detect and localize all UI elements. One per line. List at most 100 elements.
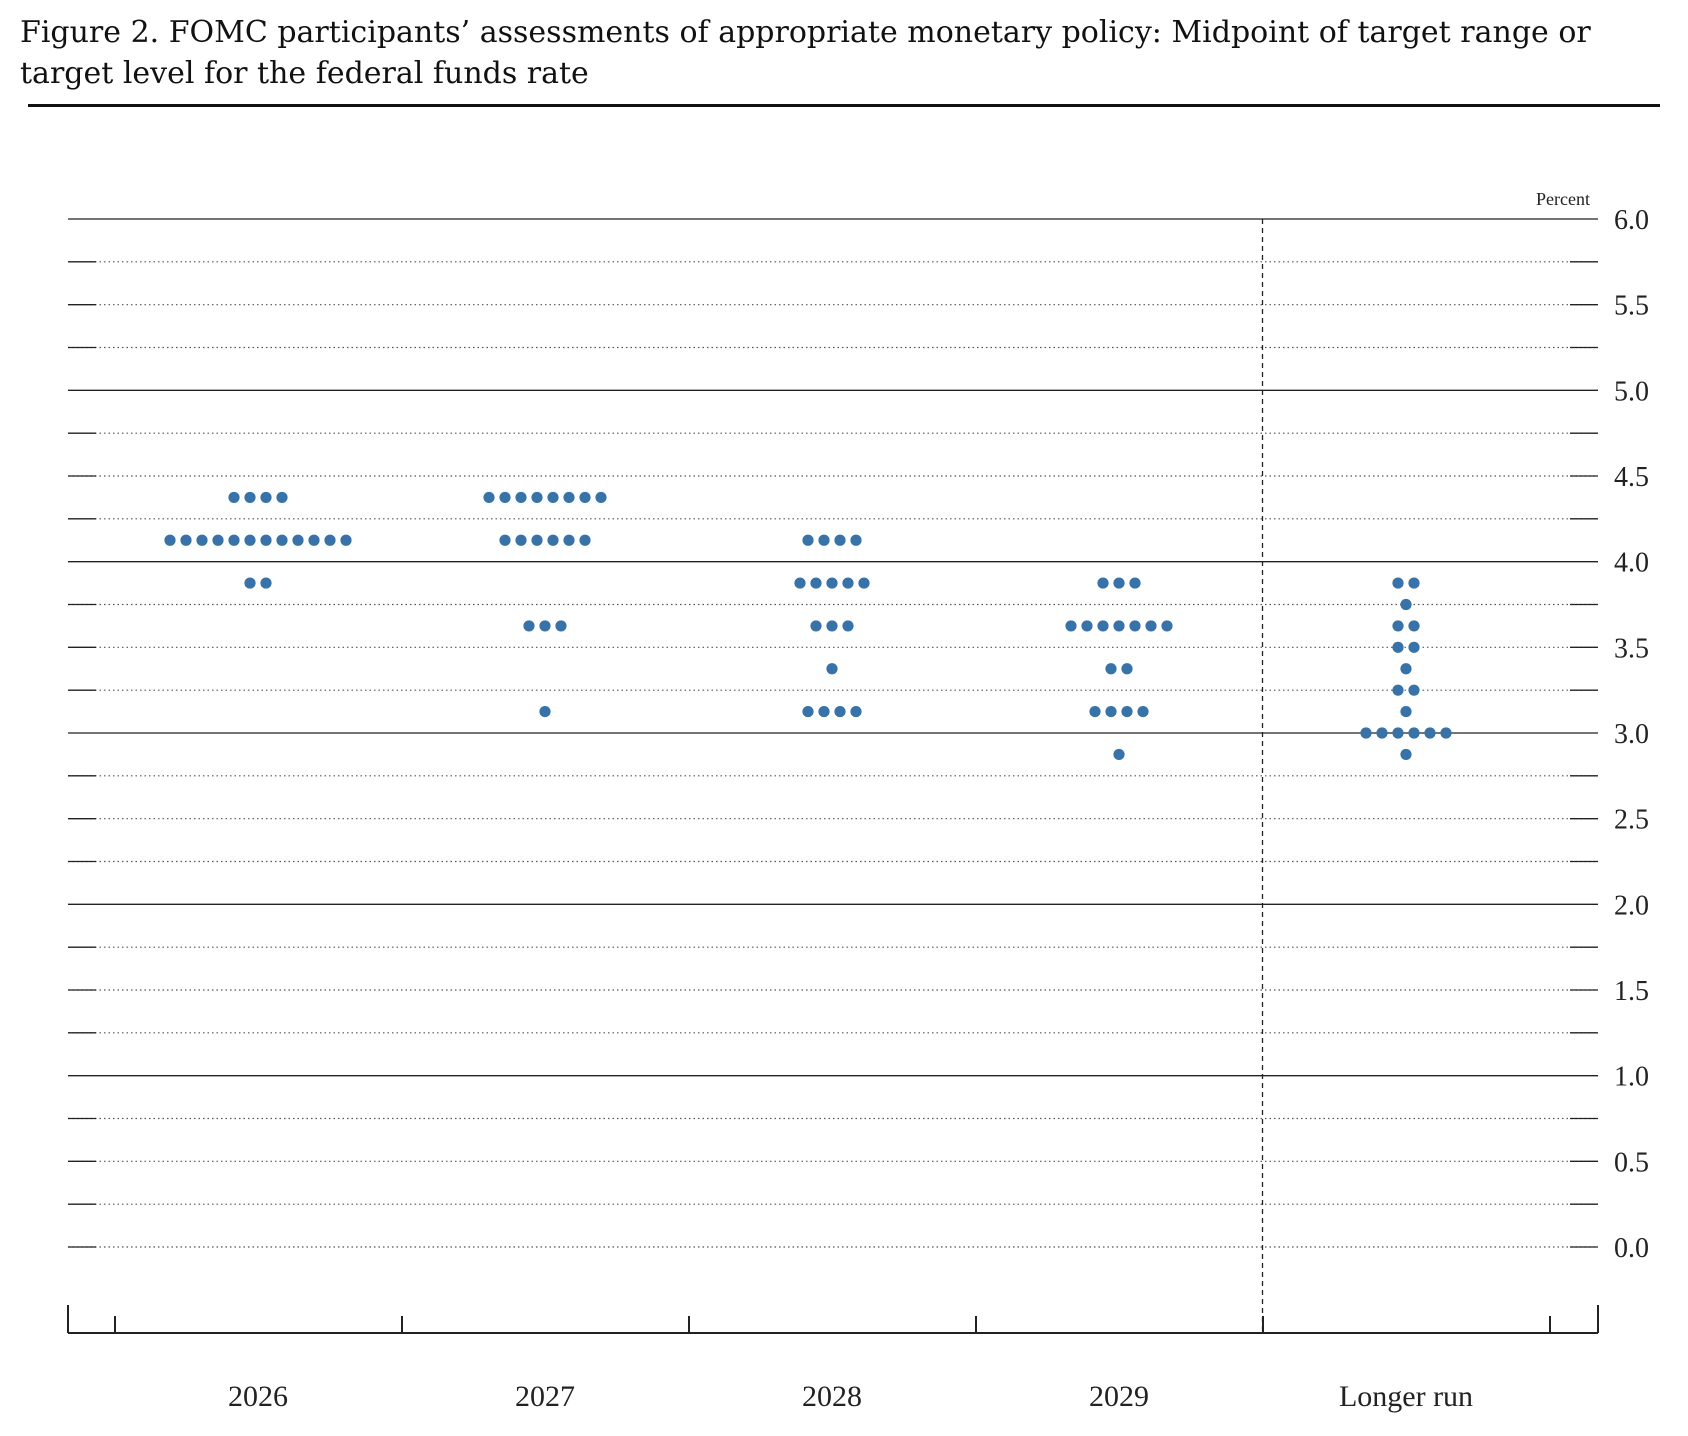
participant-dot	[842, 577, 854, 589]
figure-title: Figure 2. FOMC participants’ assessments…	[20, 15, 1591, 91]
gridlines	[68, 218, 1598, 1248]
y-tick-label: 6.0	[1614, 205, 1649, 236]
participant-dot	[826, 620, 838, 632]
participant-dot	[1408, 641, 1420, 653]
participant-dot	[547, 491, 559, 504]
x-axis	[67, 1305, 1599, 1334]
participant-dot	[244, 491, 256, 504]
participant-dot	[1129, 577, 1141, 589]
participant-dot	[1400, 705, 1412, 718]
x-category-label: 2029	[1089, 1380, 1149, 1413]
participant-dot	[1113, 748, 1125, 761]
participant-dot	[276, 534, 288, 546]
participant-dot	[1400, 598, 1412, 611]
participant-dot	[1400, 748, 1412, 761]
participant-dot	[1097, 620, 1109, 632]
participant-dot	[260, 491, 272, 504]
participant-dot	[228, 491, 240, 504]
participant-dot	[531, 491, 543, 504]
participant-dot	[810, 577, 822, 589]
y-tick-label: 5.0	[1614, 376, 1649, 407]
y-tick-label: 2.5	[1614, 805, 1649, 836]
y-tick-label: 2.0	[1614, 890, 1649, 921]
x-category-label: Longer run	[1339, 1380, 1473, 1413]
participant-dot	[794, 577, 806, 589]
participant-dot	[1408, 620, 1420, 632]
participant-dot	[563, 534, 575, 546]
x-category-label: 2028	[802, 1380, 862, 1413]
y-tick-label: 1.5	[1614, 976, 1649, 1007]
participant-dot	[324, 534, 336, 546]
y-tick-label: 4.5	[1614, 462, 1649, 493]
participant-dot	[1161, 620, 1173, 632]
participant-dot	[826, 663, 838, 675]
participant-dot	[810, 620, 822, 632]
participant-dot	[244, 534, 256, 546]
participant-dot	[1392, 620, 1404, 632]
participant-dot	[515, 534, 527, 546]
participant-dot	[1081, 620, 1093, 632]
participant-dot	[834, 705, 846, 718]
participant-dot	[842, 620, 854, 632]
participant-dot	[180, 534, 192, 546]
title-rule	[28, 104, 1660, 107]
x-category-label: 2027	[515, 1380, 575, 1413]
participant-dot	[483, 491, 495, 504]
participant-dot	[164, 534, 176, 546]
participant-dot	[1424, 727, 1436, 739]
participant-dot	[228, 534, 240, 546]
participant-dot	[260, 577, 272, 589]
participant-dot	[539, 705, 551, 718]
participant-dot	[850, 534, 862, 546]
participant-dot	[579, 534, 591, 546]
participant-dot	[1408, 727, 1420, 739]
y-tick-label: 0.0	[1614, 1233, 1649, 1264]
unit-label: Percent	[1536, 189, 1590, 209]
participant-dot	[1440, 727, 1452, 739]
participant-dot	[499, 491, 511, 504]
participant-dot	[1145, 620, 1157, 632]
participant-dot	[1408, 577, 1420, 589]
participant-dot	[1392, 641, 1404, 653]
participant-dot	[1129, 620, 1141, 632]
participant-dot	[531, 534, 543, 546]
participant-dot	[555, 620, 567, 632]
y-axis: 0.0 0.5 1.0 1.5 2.0 2.5 3.0 3.5 4.0 4.5 5.0 5.5 6.0	[1614, 205, 1649, 1264]
participant-dot	[1097, 577, 1109, 589]
participant-dot	[850, 705, 862, 718]
participant-dot	[340, 534, 352, 546]
participant-dot	[1360, 727, 1372, 739]
participant-dot	[1400, 663, 1412, 675]
participant-dot	[260, 534, 272, 546]
y-tick-label: 5.5	[1614, 291, 1649, 322]
participant-dot	[818, 705, 830, 718]
participant-dot	[1137, 705, 1149, 718]
participant-dot	[499, 534, 511, 546]
participant-dot	[523, 620, 535, 632]
participant-dot	[1392, 577, 1404, 589]
participant-dot	[563, 491, 575, 504]
participant-dot	[308, 534, 320, 546]
participant-dot	[802, 534, 814, 546]
y-tick-label: 0.5	[1614, 1147, 1649, 1178]
participant-dot	[1065, 620, 1077, 632]
participant-dot	[1392, 684, 1404, 696]
participant-dot	[515, 491, 527, 504]
participant-dot	[1376, 727, 1388, 739]
participant-dot	[539, 620, 551, 632]
y-tick-label: 4.0	[1614, 548, 1649, 579]
participant-dot	[196, 534, 208, 546]
participant-dot	[826, 577, 838, 589]
participant-dot	[244, 577, 256, 589]
participant-dot	[1105, 705, 1117, 718]
participant-dot	[1121, 663, 1133, 675]
participant-dot	[1392, 727, 1404, 739]
y-tick-label: 3.5	[1614, 633, 1649, 664]
participant-dot	[1121, 705, 1133, 718]
participant-dot	[547, 534, 559, 546]
x-category-label: 2026	[228, 1380, 288, 1413]
participant-dot	[212, 534, 224, 546]
participant-dot	[818, 534, 830, 546]
participant-dot	[1089, 705, 1101, 718]
